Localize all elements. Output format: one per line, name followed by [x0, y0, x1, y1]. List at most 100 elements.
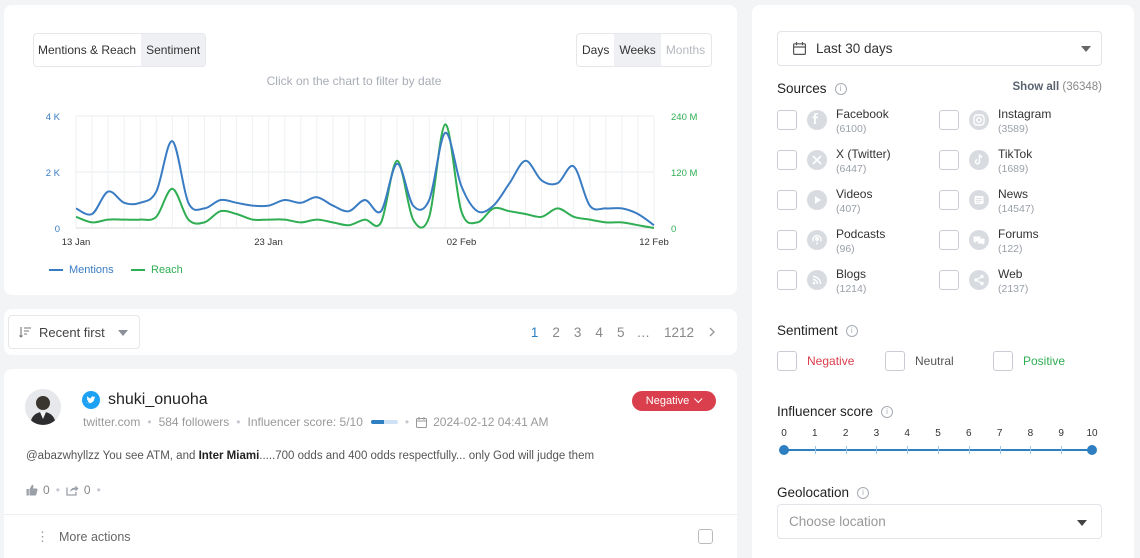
sentiment-positive-checkbox[interactable]: [993, 351, 1013, 371]
source-checkbox-x-twitter[interactable]: [777, 150, 797, 170]
sentiment-neutral-label: Neutral: [915, 354, 954, 368]
rss-icon: [807, 270, 827, 290]
podcast-icon: [807, 230, 827, 250]
influencer-tick-label: 7: [996, 428, 1003, 439]
page-last[interactable]: 1212: [663, 324, 694, 340]
show-all-sources[interactable]: Show all (36348): [1013, 81, 1103, 93]
source-option-facebook[interactable]: Facebook (6100): [777, 107, 889, 135]
sentiment-negative-checkbox[interactable]: [777, 351, 797, 371]
source-name: Instagram: [998, 107, 1052, 121]
source-name: Web: [998, 267, 1023, 281]
tab-months[interactable]: Months: [665, 43, 706, 57]
source-option-web[interactable]: Web (2137): [939, 267, 1029, 295]
more-actions-label: More actions: [59, 530, 131, 544]
info-icon[interactable]: i: [857, 486, 870, 499]
sentiment-negative-option[interactable]: Negative: [777, 351, 854, 371]
facebook-icon: [807, 110, 827, 130]
sentiment-negative-label: Negative: [807, 354, 855, 368]
influencer-tick-label: 6: [966, 428, 972, 439]
source-checkbox-web[interactable]: [939, 270, 959, 290]
source-option-instagram[interactable]: Instagram (3589): [939, 107, 1052, 135]
source-name: Forums: [998, 227, 1039, 241]
page-3[interactable]: 3: [573, 324, 582, 340]
info-icon[interactable]: i: [834, 82, 847, 95]
date-range-value: Last 30 days: [816, 41, 893, 56]
legend-reach[interactable]: Reach: [131, 264, 183, 276]
mention-text-end: .....700 odds and 400 odds respectfully.…: [259, 450, 595, 462]
legend-reach-swatch: [131, 269, 145, 271]
sentiment-positive-label: Positive: [1023, 354, 1066, 368]
slider-tick-mark: [999, 446, 1001, 454]
influencer-tick-label: 9: [1058, 428, 1064, 439]
sentiment-title: Sentiment: [777, 323, 838, 338]
legend-reach-label: Reach: [151, 264, 183, 276]
date-range-select[interactable]: Last 30 days: [777, 31, 1102, 66]
influencer-score-track[interactable]: [777, 444, 1099, 456]
source-option-x-twitter[interactable]: X (Twitter) (6447): [777, 147, 891, 175]
y-axis-right-tick: 0: [671, 224, 676, 235]
source-option-videos[interactable]: Videos (407): [777, 187, 872, 215]
results-toolbar: Recent first 1 2 3 4 5 … 1212: [4, 309, 737, 355]
tab-weeks[interactable]: Weeks: [614, 34, 661, 66]
source-count: (3589): [998, 123, 1029, 135]
sentiment-neutral-checkbox[interactable]: [885, 351, 905, 371]
legend-mentions[interactable]: Mentions: [49, 264, 114, 276]
tab-sentiment[interactable]: Sentiment: [141, 34, 206, 66]
source-checkbox-videos[interactable]: [777, 190, 797, 210]
period-toggle: Days Weeks Months: [576, 33, 713, 67]
source-option-tiktok[interactable]: TikTok (1689): [939, 147, 1032, 175]
source-option-podcasts[interactable]: Podcasts (96): [777, 227, 885, 255]
source-count: (2137): [998, 283, 1029, 295]
y-axis-left-tick: 0: [55, 224, 60, 235]
source-checkbox-podcasts[interactable]: [777, 230, 797, 250]
tiktok-icon: [969, 150, 989, 170]
source-option-news[interactable]: News (14547): [939, 187, 1034, 215]
influencer-tick-label: 1: [812, 428, 818, 439]
source-option-blogs[interactable]: Blogs (1214): [777, 267, 866, 295]
influencer-tick-label: 8: [1027, 428, 1034, 439]
avatar[interactable]: [25, 389, 61, 425]
source-option-forums[interactable]: Forums (122): [939, 227, 1039, 255]
slider-tick-mark: [1030, 446, 1032, 454]
author-name[interactable]: shuki_onuoha: [108, 391, 208, 408]
sentiment-positive-option[interactable]: Positive: [993, 351, 1065, 371]
influencer-tick-label: 4: [904, 428, 910, 439]
page-4[interactable]: 4: [595, 324, 603, 340]
mention-footer: ⋮ More actions: [4, 514, 737, 558]
source-checkbox-forums[interactable]: [939, 230, 959, 250]
legend-mentions-swatch: [49, 269, 63, 271]
tab-mentions-reach[interactable]: Mentions & Reach: [38, 43, 137, 57]
source-checkbox-tiktok[interactable]: [939, 150, 959, 170]
page-2[interactable]: 2: [552, 324, 560, 340]
sort-label: Recent first: [39, 324, 105, 340]
slider-min-handle[interactable]: [779, 445, 789, 455]
sentiment-neutral-option[interactable]: Neutral: [885, 351, 954, 371]
page-5[interactable]: 5: [616, 324, 625, 340]
slider-max-handle[interactable]: [1087, 445, 1097, 455]
influencer-tick-label: 10: [1086, 428, 1098, 439]
source-checkbox-news[interactable]: [939, 190, 959, 210]
source-checkbox-blogs[interactable]: [777, 270, 797, 290]
select-mention-checkbox[interactable]: [698, 529, 713, 544]
influencer-tick-label: 0: [781, 428, 787, 439]
info-icon[interactable]: i: [845, 324, 858, 337]
tab-days[interactable]: Days: [582, 43, 610, 57]
slider-tick-mark: [968, 446, 970, 454]
slider-tick-mark: [907, 446, 909, 454]
source-checkbox-facebook[interactable]: [777, 110, 797, 130]
more-actions-button[interactable]: ⋮ More actions: [36, 529, 131, 545]
page-1[interactable]: 1: [530, 324, 539, 340]
source-domain[interactable]: twitter.com: [83, 415, 141, 429]
geolocation-select[interactable]: Choose location: [777, 504, 1102, 539]
info-icon[interactable]: i: [881, 405, 894, 418]
sort-dropdown[interactable]: Recent first: [8, 315, 140, 349]
influencer-tick-label: 3: [873, 428, 880, 439]
next-page-button[interactable]: [708, 325, 716, 340]
engagement-stats: 0 • 0 •: [26, 483, 107, 497]
calendar-icon: [416, 416, 428, 428]
sentiment-dropdown[interactable]: Negative: [632, 391, 716, 411]
source-checkbox-instagram[interactable]: [939, 110, 959, 130]
author-photo: [25, 389, 61, 425]
influencer-title: Influencer score: [777, 404, 874, 419]
mentions-reach-chart[interactable]: 0 2 K 4 K 0 120 M 240 M 13 Jan 23 Jan 02 Feb 12 F…: [4, 5, 737, 295]
